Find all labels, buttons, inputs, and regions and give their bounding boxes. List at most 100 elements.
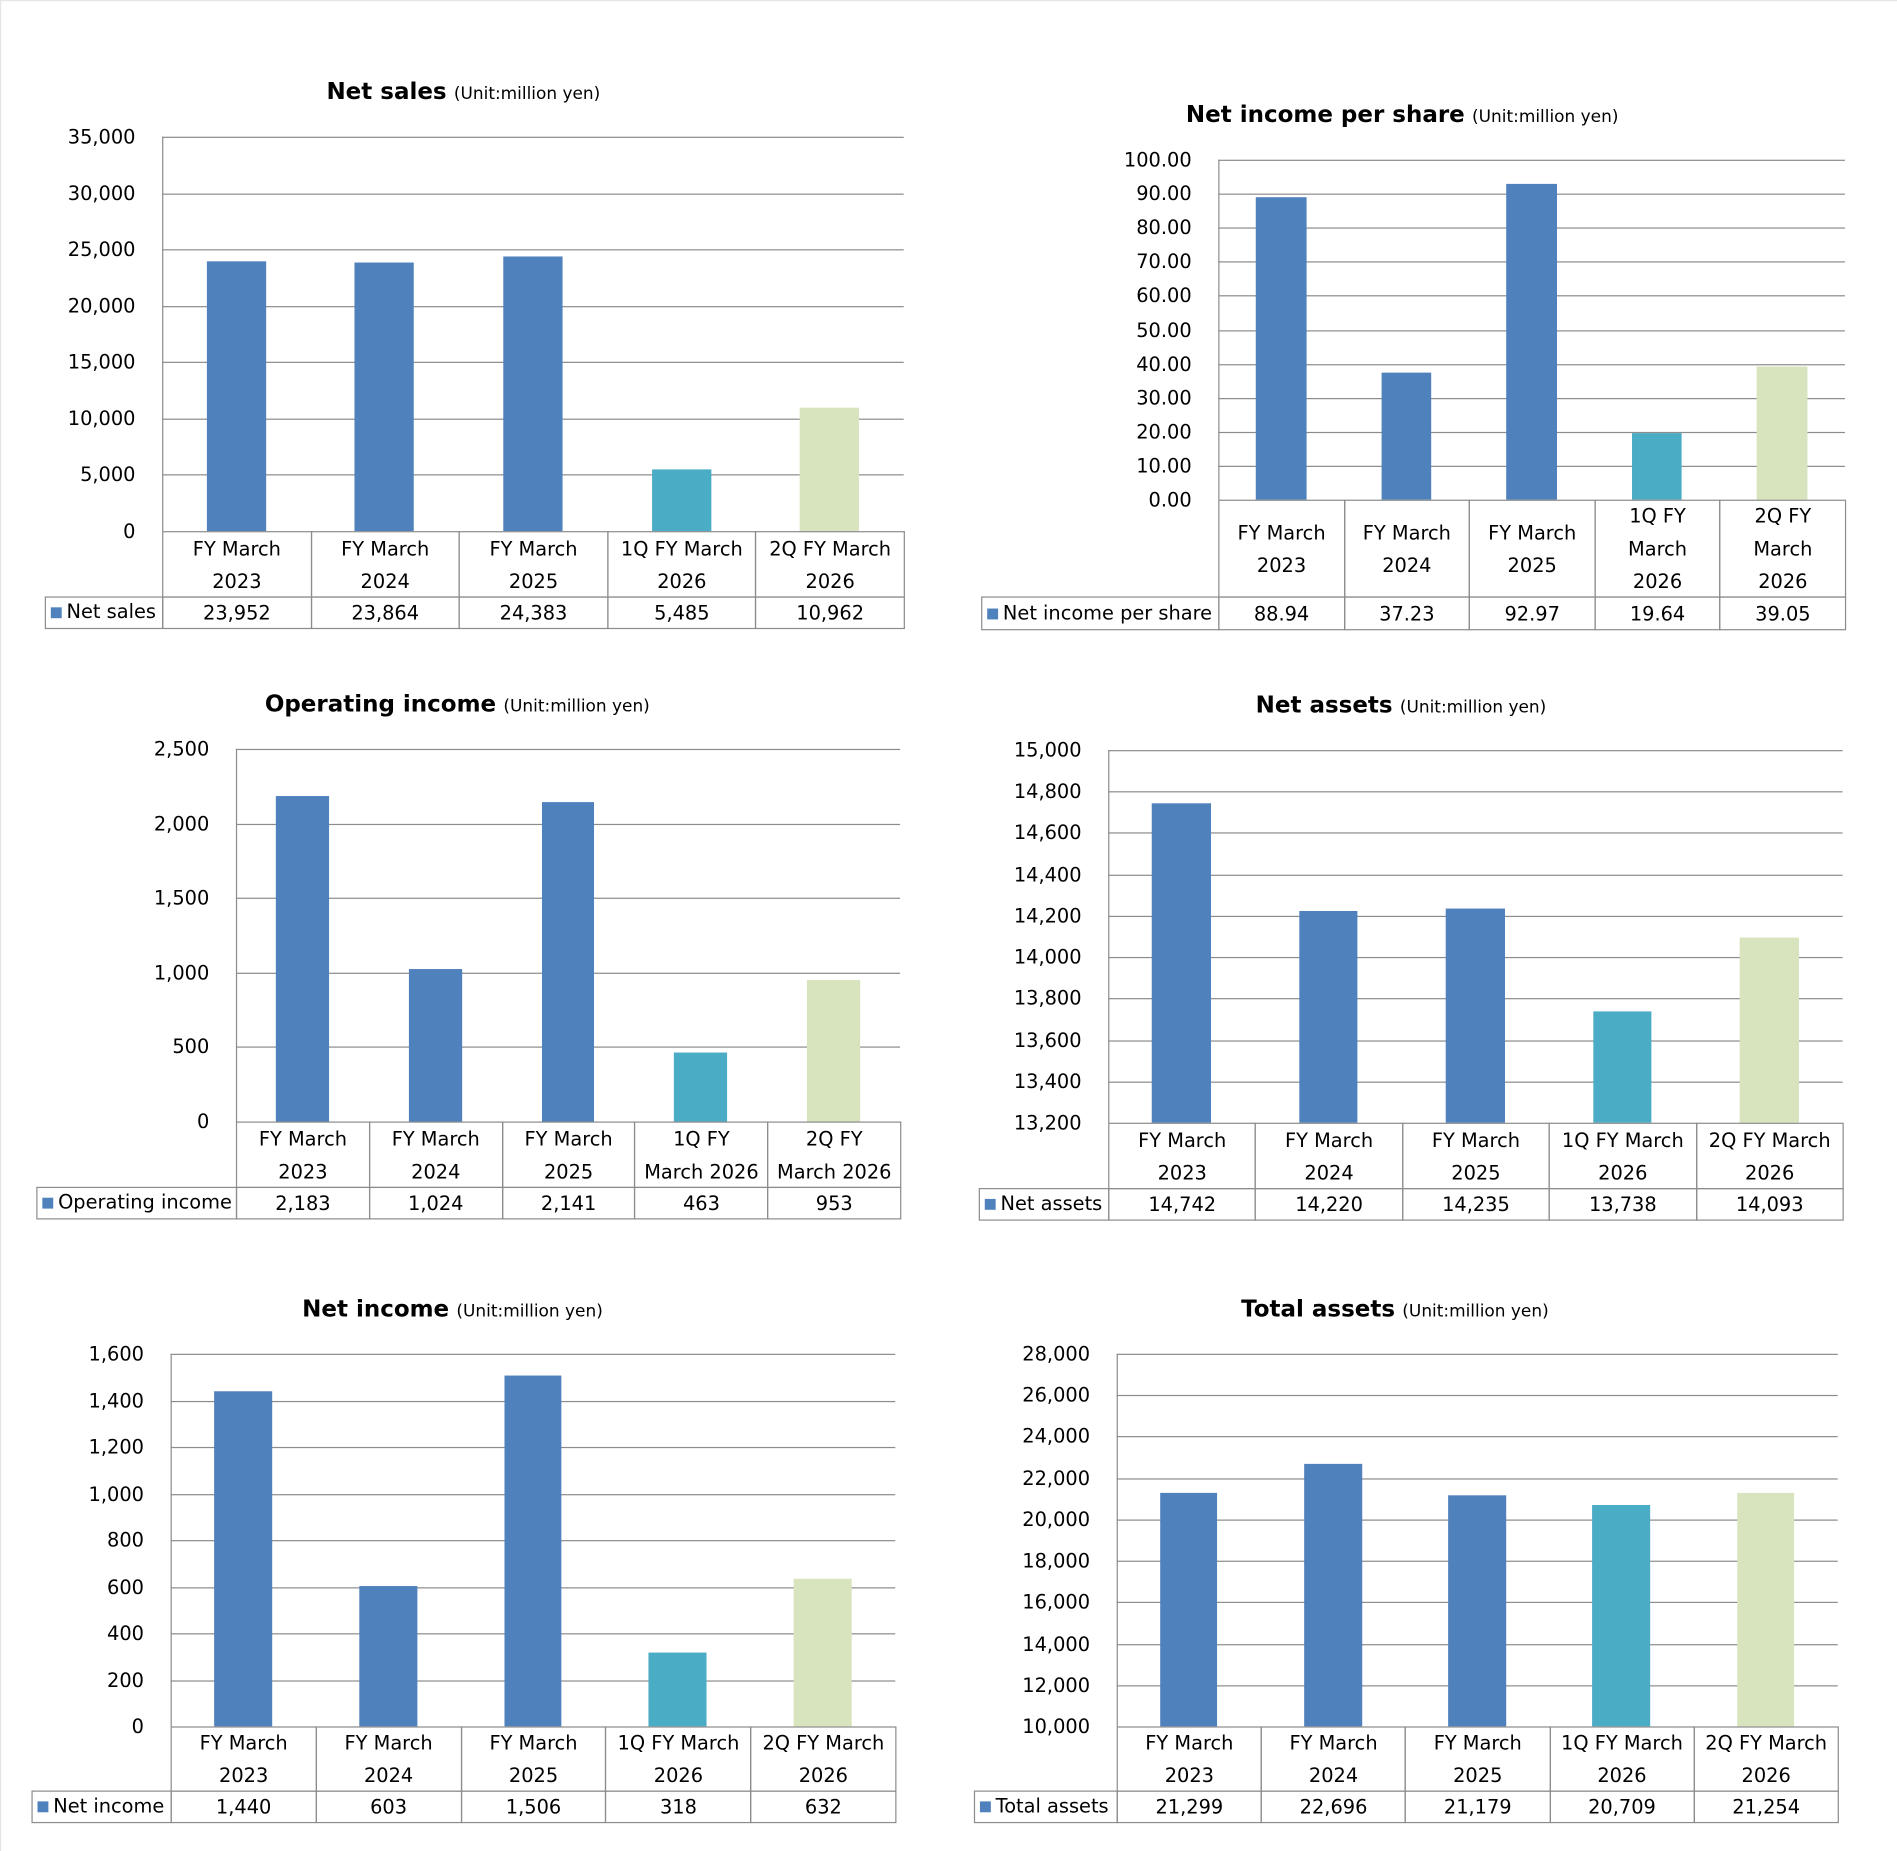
category-label-line: 2025	[1453, 1763, 1503, 1787]
y-axis-line	[1116, 1353, 1118, 1727]
legend-cell: Operating income	[36, 1186, 238, 1220]
value-cell: 1,440	[170, 1790, 317, 1824]
y-tick-label: 80.00	[1136, 216, 1192, 240]
value-cell: 19.64	[1594, 596, 1721, 631]
y-tick-label: 40.00	[1136, 352, 1192, 376]
value-cell: 13,738	[1548, 1188, 1697, 1221]
y-tick-label: 13,800	[1013, 986, 1082, 1010]
category-label-line: FY March	[489, 1731, 578, 1755]
value-label: 603	[370, 1795, 408, 1819]
bar	[354, 262, 415, 532]
bar	[1255, 197, 1306, 500]
value-cell: 2,141	[501, 1186, 636, 1220]
gridline	[1108, 791, 1843, 793]
category-label-line: 2Q FY	[1754, 504, 1812, 528]
y-tick-label: 2,500	[153, 737, 210, 761]
bar	[1304, 1463, 1362, 1727]
value-label: 21,179	[1443, 1795, 1512, 1819]
legend-label: Net income	[53, 1794, 165, 1818]
bar	[408, 968, 462, 1122]
value-cell: 21,254	[1693, 1790, 1839, 1824]
category-label-cell: FY March 2023	[1108, 1122, 1257, 1190]
category-label-cell: FY March 2024	[310, 531, 460, 598]
category-label-cell: 2Q FY March 2026	[1695, 1122, 1844, 1190]
value-label: 14,220	[1295, 1192, 1363, 1216]
category-label-cell: FY March 2024	[368, 1121, 503, 1189]
value-cell: 5,485	[607, 596, 757, 630]
y-tick-label: 14,200	[1013, 904, 1082, 928]
value-label: 20,709	[1588, 1795, 1656, 1819]
category-label-line: FY March	[344, 1731, 433, 1755]
bar	[1445, 908, 1505, 1123]
category-label-line: 2026	[798, 1763, 848, 1787]
bar	[1757, 366, 1808, 500]
category-label-line: 2023	[1157, 1160, 1207, 1184]
y-tick-label: 26,000	[1022, 1383, 1091, 1407]
gridline	[1116, 1353, 1838, 1355]
legend-label: Total assets	[995, 1794, 1109, 1818]
bar	[1739, 937, 1799, 1123]
category-label-line: 2026	[1745, 1160, 1795, 1184]
y-tick-label: 18,000	[1022, 1549, 1091, 1573]
chart-unit-label: (Unit:million yen)	[1472, 107, 1619, 128]
y-tick-label: 15,000	[1013, 738, 1082, 762]
y-tick-label: 14,600	[1013, 821, 1082, 845]
category-label-cell: 1Q FY March 2026	[1548, 1122, 1697, 1190]
category-label-line: 2023	[278, 1159, 328, 1183]
category-label-line: 2026	[1758, 569, 1808, 593]
y-tick-label: 70.00	[1136, 250, 1192, 274]
value-cell: 21,299	[1116, 1790, 1263, 1824]
value-cell: 2,183	[235, 1186, 370, 1220]
y-tick-label: 0	[196, 1109, 210, 1133]
y-tick-label: 800	[107, 1528, 144, 1552]
category-label-line: 2Q FY March	[1708, 1128, 1831, 1152]
category-label-cell: FY March 2025	[501, 1121, 636, 1189]
y-tick-label: 14,000	[1013, 945, 1082, 969]
y-axis-line	[170, 1353, 172, 1727]
y-tick-label: 13,200	[1013, 1111, 1082, 1135]
value-cell: 37.23	[1343, 596, 1471, 631]
legend-cell: Net sales	[44, 596, 164, 630]
category-label-line: 2025	[1507, 553, 1557, 577]
category-label-line: 2026	[1597, 1763, 1647, 1787]
category-label-cell: FY March 2025	[460, 1726, 607, 1792]
category-label-cell: 1Q FY March 2026	[1594, 499, 1721, 598]
legend-swatch-icon	[979, 1801, 991, 1813]
gridline	[1116, 1477, 1838, 1480]
category-label-line: 1Q FY March	[620, 536, 743, 560]
category-label-cell: 1Q FY March 2026	[607, 531, 757, 598]
y-tick-label: 30.00	[1136, 386, 1192, 410]
bar	[799, 407, 860, 532]
gridline	[235, 748, 901, 751]
legend-swatch-icon	[42, 1197, 54, 1209]
category-label-line: 2023	[219, 1763, 269, 1787]
value-label: 23,864	[351, 601, 420, 625]
category-label-cell: FY March 2023	[235, 1121, 370, 1189]
category-label-cell: 2Q FY March 2026	[767, 1121, 902, 1189]
y-tick-label: 15,000	[67, 350, 136, 374]
category-label-line: 2026	[657, 569, 707, 593]
value-cell: 14,235	[1401, 1188, 1550, 1221]
value-label: 19.64	[1629, 601, 1686, 625]
category-label-cell: 2Q FY March 2026	[1693, 1726, 1839, 1792]
category-label-line: 2023	[1164, 1763, 1214, 1787]
bar	[1592, 1011, 1652, 1123]
value-label: 14,093	[1735, 1192, 1804, 1216]
category-label-line: FY March	[391, 1126, 480, 1150]
category-label-cell: FY March 2025	[458, 531, 609, 598]
y-tick-label: 1,600	[88, 1342, 144, 1366]
bar	[214, 1391, 273, 1727]
legend-label: Operating income	[58, 1190, 232, 1214]
bar	[1736, 1493, 1795, 1727]
y-axis-line	[235, 748, 238, 1122]
value-cell: 1,024	[368, 1186, 503, 1220]
category-label-line: FY March	[1138, 1128, 1227, 1152]
legend-label: Net sales	[66, 600, 156, 624]
category-label-line: 1Q FY March	[617, 1731, 740, 1755]
y-tick-label: 20,000	[1022, 1507, 1091, 1531]
y-tick-label: 10.00	[1136, 454, 1192, 478]
category-label-line: FY March	[524, 1126, 613, 1150]
y-tick-label: 50.00	[1136, 318, 1192, 342]
y-tick-label: 90.00	[1136, 182, 1192, 206]
legend-label: Net income per share	[1002, 601, 1213, 625]
